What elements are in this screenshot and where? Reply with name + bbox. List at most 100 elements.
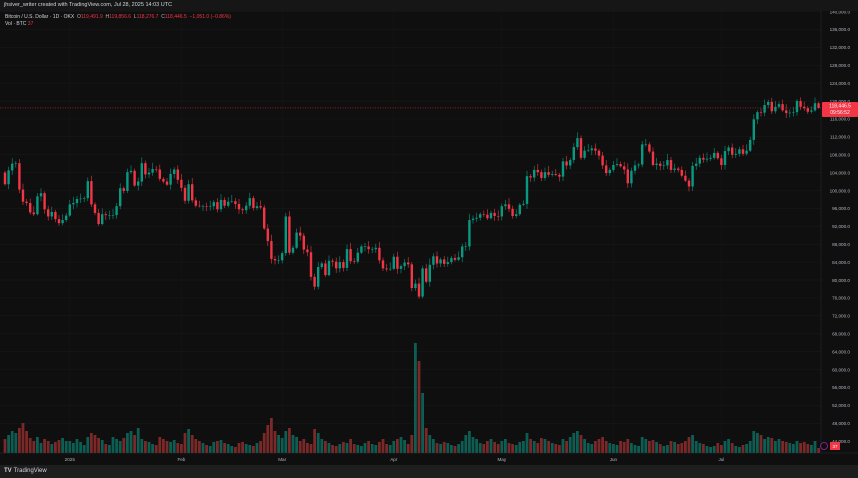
- candle-body: [227, 201, 230, 206]
- candle-body: [651, 151, 655, 165]
- candle: [648, 142, 651, 154]
- price-tick-label: 124,000.0: [830, 81, 851, 86]
- candle: [306, 245, 309, 257]
- candle-body: [147, 172, 151, 175]
- volume-label[interactable]: Vol · BTC: [5, 21, 27, 27]
- candle: [234, 198, 237, 209]
- candle: [252, 195, 255, 211]
- candle: [594, 143, 597, 156]
- candle: [205, 202, 208, 212]
- volume-bar: [64, 441, 68, 453]
- candle: [691, 161, 694, 191]
- candle: [414, 279, 417, 291]
- candle: [86, 177, 89, 202]
- candle: [716, 151, 719, 160]
- brand-name: TradingView: [13, 468, 47, 474]
- candle-body: [54, 211, 57, 220]
- candle-body: [223, 199, 226, 206]
- candle-body: [288, 216, 291, 253]
- volume-bar: [370, 444, 374, 453]
- volume-bar: [730, 443, 734, 453]
- candle-body: [471, 218, 475, 221]
- candle-body: [738, 149, 741, 154]
- time-tick-label: Jun: [610, 457, 618, 462]
- price-tick-label: 84,000.0: [832, 260, 850, 265]
- candle-body: [183, 187, 187, 201]
- candle: [122, 186, 125, 194]
- candle: [695, 157, 698, 170]
- candle-body: [662, 165, 665, 167]
- volume-bar: [327, 443, 331, 453]
- candle-body: [421, 268, 424, 297]
- candle-body: [212, 202, 215, 207]
- candle: [439, 257, 442, 268]
- candle-body: [381, 260, 385, 269]
- volume-bar: [525, 433, 529, 453]
- candle: [443, 255, 446, 268]
- candle: [644, 139, 647, 147]
- volume-legend: Vol · BTC 37: [5, 21, 231, 28]
- candle: [18, 159, 21, 194]
- candle: [731, 143, 734, 159]
- candle-body: [93, 204, 97, 213]
- candle: [738, 146, 741, 157]
- candle: [230, 194, 233, 204]
- volume-bar: [734, 446, 738, 453]
- volume-bar: [291, 435, 295, 453]
- volume-bar: [36, 437, 39, 453]
- close-value: 118,446.5: [164, 14, 187, 20]
- candle: [756, 110, 759, 124]
- price-tick-label: 128,000.0: [830, 63, 851, 68]
- candle-body: [270, 241, 273, 259]
- change-value: −1,051.0 (−0.86%): [189, 14, 231, 20]
- candle: [147, 168, 151, 178]
- candle: [785, 104, 788, 119]
- volume-bar: [648, 441, 651, 453]
- volume-bar: [536, 443, 540, 453]
- volume-bar: [68, 441, 72, 453]
- low-value: 118,276.7: [136, 14, 159, 20]
- volume-bar: [169, 442, 172, 453]
- time-tick-label: Jul: [718, 457, 724, 462]
- candle: [569, 157, 572, 170]
- volume-bar: [252, 446, 255, 453]
- volume-bar: [147, 442, 151, 453]
- volume-bar: [410, 435, 414, 453]
- events-icon[interactable]: [820, 442, 828, 450]
- candle: [763, 99, 766, 117]
- candle: [576, 132, 579, 150]
- volume-bar: [259, 441, 262, 453]
- candle: [551, 170, 554, 177]
- time-axis-bg[interactable]: [0, 453, 858, 465]
- candle-body: [525, 176, 529, 204]
- volume-bar: [770, 438, 774, 453]
- candle-body: [403, 262, 406, 267]
- volume-bars: [3, 343, 820, 453]
- candle: [705, 152, 709, 163]
- candle-body: [32, 212, 35, 215]
- candle: [291, 245, 295, 255]
- candle: [630, 167, 633, 188]
- candle: [767, 99, 770, 109]
- volume-bar: [504, 439, 507, 453]
- volume-bar: [122, 438, 126, 453]
- time-tick-label: Mar: [278, 457, 286, 462]
- candle: [547, 165, 550, 178]
- volume-bar: [262, 433, 266, 453]
- candle-body: [734, 153, 737, 155]
- candle: [115, 203, 118, 219]
- tradingview-brand[interactable]: TV TradingView: [4, 468, 47, 474]
- price-axis-bg[interactable]: [821, 11, 858, 465]
- candle-body: [209, 206, 212, 207]
- candle-body: [619, 164, 622, 167]
- volume-bar: [406, 444, 410, 453]
- volume-bar: [324, 441, 327, 453]
- candle: [410, 262, 413, 292]
- volume-bar: [604, 441, 608, 453]
- volume-bar: [432, 439, 435, 453]
- symbol-title[interactable]: Bitcoin / U.S. Dollar · 1D · OKX: [5, 14, 75, 20]
- candle-body: [187, 184, 190, 201]
- chart-plot[interactable]: 140,000.0 136,000.0 132,000.0 128,000.0 124,…: [0, 11, 858, 465]
- candle: [637, 162, 640, 169]
- candle-body: [255, 206, 259, 208]
